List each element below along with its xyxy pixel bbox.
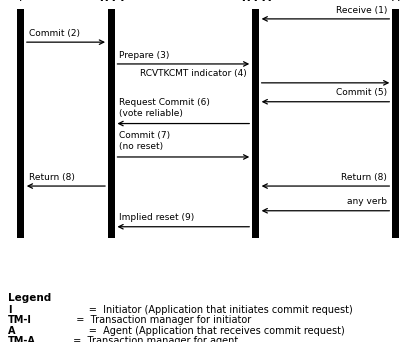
- Text: TM-I: TM-I: [98, 0, 125, 3]
- Text: Implied reset (9): Implied reset (9): [119, 213, 195, 222]
- Text: any verb: any verb: [347, 197, 387, 206]
- Text: Commit (2): Commit (2): [29, 29, 80, 38]
- Text: A: A: [392, 0, 399, 3]
- Bar: [392, 9, 399, 238]
- Text: Commit (7)
(no reset): Commit (7) (no reset): [119, 131, 171, 151]
- Bar: [252, 9, 259, 238]
- Text: =  Initiator (Application that initiates commit request): = Initiator (Application that initiates …: [70, 305, 353, 315]
- Text: Commit (5): Commit (5): [336, 88, 387, 97]
- Text: =  Transaction manager for agent: = Transaction manager for agent: [70, 336, 238, 342]
- Text: TM-A: TM-A: [239, 0, 272, 3]
- Text: =  Agent (Application that receives commit request): = Agent (Application that receives commi…: [70, 326, 345, 336]
- Text: TM-I: TM-I: [8, 315, 32, 325]
- Text: I: I: [19, 0, 22, 3]
- Bar: [108, 9, 115, 238]
- Text: Receive (1): Receive (1): [336, 5, 387, 14]
- Text: RCVTKCMT indicator (4): RCVTKCMT indicator (4): [140, 69, 247, 79]
- Text: Return (8): Return (8): [29, 173, 75, 182]
- Text: A: A: [8, 326, 16, 336]
- Text: =  Transaction manager for initiator: = Transaction manager for initiator: [70, 315, 251, 325]
- Text: I: I: [8, 305, 12, 315]
- Text: TM-A: TM-A: [8, 336, 36, 342]
- Text: Legend: Legend: [8, 293, 52, 303]
- Bar: [17, 9, 24, 238]
- Text: Return (8): Return (8): [342, 173, 387, 182]
- Text: Prepare (3): Prepare (3): [119, 51, 170, 60]
- Text: Request Commit (6)
(vote reliable): Request Commit (6) (vote reliable): [119, 97, 211, 118]
